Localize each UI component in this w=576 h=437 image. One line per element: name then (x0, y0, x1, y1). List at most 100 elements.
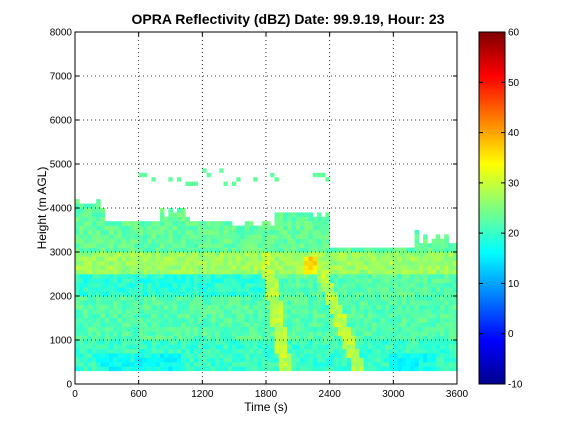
reflectivity-cell (96, 348, 101, 354)
reflectivity-cell (227, 304, 233, 310)
reflectivity-cell (253, 296, 258, 301)
reflectivity-cell (227, 287, 233, 292)
reflectivity-cell (397, 353, 403, 358)
reflectivity-cell (257, 335, 263, 341)
reflectivity-cell (108, 362, 114, 367)
reflectivity-cell (406, 274, 411, 279)
reflectivity-cell (355, 274, 360, 279)
reflectivity-cell (304, 234, 309, 240)
reflectivity-cell (329, 353, 335, 358)
reflectivity-cell (431, 304, 437, 310)
reflectivity-cell (440, 353, 445, 358)
reflectivity-cell (104, 282, 110, 288)
reflectivity-cell (75, 309, 80, 314)
reflectivity-cell (270, 309, 275, 314)
reflectivity-cell (210, 362, 216, 367)
reflectivity-cell (329, 282, 335, 288)
reflectivity-cell (342, 318, 347, 323)
reflectivity-cell (91, 353, 97, 358)
reflectivity-cell (304, 238, 309, 244)
reflectivity-cell (206, 252, 212, 257)
reflectivity-cell (304, 348, 309, 354)
reflectivity-cell (257, 287, 263, 292)
reflectivity-cell (359, 300, 364, 306)
reflectivity-cell (147, 309, 152, 314)
reflectivity-cell (75, 278, 80, 284)
reflectivity-cell (384, 291, 390, 297)
reflectivity-cell (261, 243, 267, 248)
reflectivity-cell (346, 256, 352, 262)
reflectivity-cell (236, 291, 241, 297)
reflectivity-cell (104, 309, 110, 314)
reflectivity-cell (202, 225, 207, 231)
reflectivity-cell (91, 234, 97, 240)
reflectivity-cell (96, 247, 101, 253)
reflectivity-cell (83, 331, 89, 336)
reflectivity-cell (431, 340, 437, 345)
reflectivity-cell (202, 322, 207, 328)
reflectivity-cell (159, 291, 165, 297)
reflectivity-cell (244, 309, 250, 314)
reflectivity-cell (202, 331, 207, 336)
reflectivity-cell (304, 243, 309, 248)
reflectivity-cell (401, 348, 407, 354)
reflectivity-cell (117, 353, 122, 358)
reflectivity-cell (304, 282, 309, 288)
reflectivity-cell (342, 322, 347, 328)
reflectivity-cell (168, 238, 173, 244)
reflectivity-cell (87, 304, 93, 310)
reflectivity-cell (308, 326, 313, 332)
reflectivity-cell (367, 278, 373, 284)
reflectivity-cell (193, 296, 199, 301)
reflectivity-cell (287, 366, 292, 372)
reflectivity-cell (266, 269, 271, 275)
reflectivity-cell (338, 318, 343, 323)
reflectivity-cell (380, 366, 386, 372)
reflectivity-cell (355, 282, 360, 288)
reflectivity-cell (350, 304, 356, 310)
reflectivity-cell (397, 313, 403, 319)
reflectivity-cell (257, 366, 263, 372)
reflectivity-cell (79, 326, 84, 332)
reflectivity-cell (147, 335, 152, 341)
reflectivity-cell (176, 287, 182, 292)
reflectivity-cell (266, 304, 271, 310)
reflectivity-cell (181, 278, 186, 284)
reflectivity-cell (125, 278, 131, 284)
reflectivity-cell (100, 309, 106, 314)
reflectivity-cell (147, 296, 152, 301)
reflectivity-cell (249, 300, 254, 306)
reflectivity-cell (274, 291, 280, 297)
reflectivity-cell (431, 252, 437, 257)
reflectivity-cell (151, 304, 156, 310)
reflectivity-cell (125, 291, 131, 297)
reflectivity-cell (321, 221, 326, 226)
reflectivity-cell (282, 335, 288, 341)
reflectivity-cell (164, 252, 169, 257)
reflectivity-cell (423, 304, 428, 310)
reflectivity-cell (308, 344, 313, 350)
reflectivity-cell (210, 274, 216, 279)
reflectivity-cell (236, 243, 241, 248)
reflectivity-cell (414, 362, 420, 367)
reflectivity-cell (350, 309, 356, 314)
reflectivity-cell (346, 344, 352, 350)
reflectivity-cell (410, 256, 415, 262)
reflectivity-cell (232, 304, 237, 310)
reflectivity-cell (435, 278, 441, 284)
reflectivity-cell (440, 366, 445, 372)
reflectivity-cell (299, 309, 305, 314)
reflectivity-cell (295, 304, 301, 310)
reflectivity-cell (448, 353, 454, 358)
reflectivity-cell (316, 221, 322, 226)
reflectivity-cell (91, 296, 97, 301)
reflectivity-cell (159, 274, 165, 279)
reflectivity-cell (121, 304, 127, 310)
reflectivity-cell (342, 274, 347, 279)
reflectivity-cell (223, 300, 229, 306)
reflectivity-cell (125, 353, 131, 358)
reflectivity-cell (333, 247, 339, 253)
reflectivity-cell (96, 274, 101, 279)
reflectivity-cell (418, 362, 424, 367)
reflectivity-cell (117, 331, 122, 336)
